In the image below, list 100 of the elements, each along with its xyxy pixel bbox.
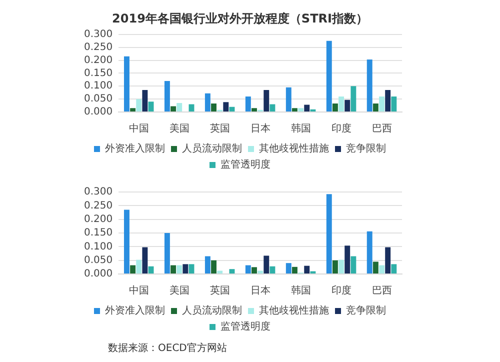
bar: [229, 106, 235, 112]
bar: [372, 262, 378, 274]
bar: [298, 108, 304, 112]
legend-label: 外资准入限制: [105, 304, 165, 317]
y-tick-label: 0.200: [84, 54, 113, 66]
bar: [338, 96, 344, 112]
x-tick-label: 美国: [169, 122, 190, 135]
x-tick-label: 印度: [331, 122, 352, 135]
bar: [188, 264, 194, 274]
bar: [379, 265, 384, 274]
bar: [366, 59, 372, 112]
bar: [332, 260, 338, 274]
bar: [286, 87, 292, 112]
bar: [188, 104, 194, 112]
x-tick-label: 巴西: [372, 286, 392, 297]
bar: [245, 96, 251, 112]
bar: [217, 270, 223, 274]
x-tick-label: 韩国: [290, 122, 311, 135]
bar: [338, 260, 344, 274]
x-tick-label: 巴西: [372, 124, 392, 135]
bar: [344, 100, 350, 112]
bar: [292, 108, 298, 112]
y-tick-label: 0.200: [84, 214, 113, 225]
legend-label: 外资准入限制: [105, 142, 165, 155]
x-tick-label: 中国: [128, 284, 149, 297]
chart-title: 2019年各国银行业对外开放程度（STRI指数）: [112, 11, 368, 26]
bar: [124, 56, 130, 112]
bar: [245, 265, 251, 274]
bar: [229, 269, 235, 274]
bar: [372, 103, 378, 112]
bar: [204, 256, 210, 274]
x-tick-label: 英国: [210, 122, 230, 135]
y-tick-label: 0.250: [84, 200, 113, 212]
x-tick-label: 日本: [250, 284, 270, 297]
legend-label: 监管透明度: [220, 158, 270, 171]
bar: [350, 256, 356, 274]
bar: [270, 104, 276, 112]
bar: [130, 108, 136, 112]
bar: [182, 264, 188, 274]
legend-label: 监管透明度: [220, 320, 270, 333]
bar: [211, 260, 216, 274]
bar: [264, 256, 270, 274]
bar: [142, 247, 148, 274]
bar: [292, 266, 298, 274]
bar: [270, 266, 276, 274]
bar: [385, 90, 391, 112]
bar: [350, 86, 356, 112]
legend-label: 人员流动限制: [182, 142, 242, 155]
x-tick-label: 韩国: [290, 284, 311, 297]
bar: [391, 264, 397, 274]
bar: [142, 90, 148, 112]
x-tick-label: 英国: [210, 284, 230, 297]
bar: [332, 103, 338, 112]
x-tick-label: 美国: [169, 284, 190, 297]
bar: [385, 247, 391, 274]
y-tick-label: 0.000: [84, 268, 113, 280]
y-tick-label: 0.250: [84, 42, 113, 53]
bar: [304, 104, 310, 112]
y-tick-label: 0.300: [84, 186, 113, 198]
bar: [264, 90, 270, 112]
legend-label: 竞争限制: [346, 142, 386, 155]
bar: [164, 233, 170, 274]
y-tick-label: 0.050: [84, 254, 113, 266]
bar: [170, 106, 176, 112]
bar: [379, 96, 384, 112]
bar: [286, 263, 292, 274]
bar: [344, 246, 350, 274]
x-tick-label: 印度: [331, 284, 352, 297]
bar: [124, 210, 130, 274]
bar: [176, 102, 182, 112]
source-note: 数据来源：OECD官方网站: [107, 342, 228, 355]
bar: [211, 103, 216, 112]
y-tick-label: 0.300: [84, 28, 113, 40]
bar: [170, 265, 176, 274]
bar: [130, 265, 136, 274]
bar: [164, 80, 170, 112]
bar: [204, 93, 210, 112]
legend-label: 其他歧视性措施: [259, 304, 329, 317]
bar: [148, 266, 154, 274]
bar: [148, 102, 154, 112]
bar: [326, 40, 332, 112]
y-tick-label: 0.100: [84, 241, 113, 252]
y-tick-label: 0.000: [84, 106, 113, 118]
bar: [252, 108, 257, 112]
bar: [176, 265, 182, 274]
legend-label: 其他歧视性措施: [259, 142, 329, 155]
bar: [223, 102, 229, 112]
y-tick-label: 0.050: [84, 94, 113, 105]
bar: [391, 96, 397, 112]
bar: [326, 194, 332, 274]
x-tick-label: 中国: [128, 122, 149, 135]
bar: [136, 99, 142, 112]
legend-label: 竞争限制: [346, 304, 386, 317]
y-tick-label: 0.150: [84, 228, 113, 239]
x-tick-label: 日本: [250, 122, 270, 135]
y-tick-label: 0.150: [84, 68, 113, 79]
y-tick-label: 0.100: [84, 80, 113, 92]
bar: [366, 231, 372, 274]
bar: [258, 270, 264, 274]
bar: [136, 260, 142, 274]
